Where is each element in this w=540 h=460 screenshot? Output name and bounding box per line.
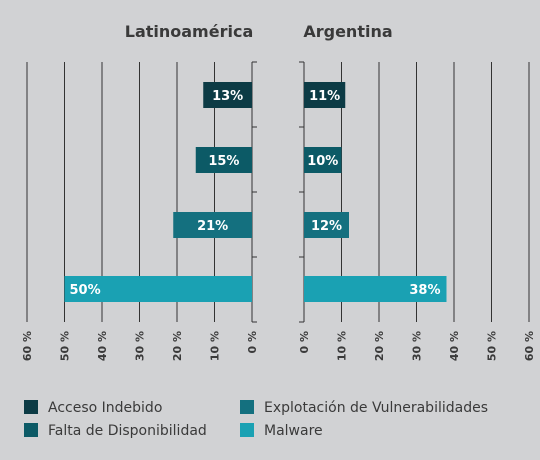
argentina-tick-label: 50 %	[486, 331, 499, 361]
latinoamerica-bar-falta-de-disponibilidad	[195, 147, 252, 173]
latinoamerica-tick-label: 40 %	[96, 331, 109, 361]
argentina-bar-malware	[304, 276, 447, 302]
latinoamerica-tick-label: 0 %	[246, 331, 259, 354]
legend-label-malware: Malware	[264, 423, 323, 439]
argentina-value-label: 38%	[409, 283, 440, 298]
latinoamerica-value-label: 21%	[197, 219, 228, 234]
argentina-bar-falta-de-disponibilidad	[304, 147, 342, 173]
legend-label-acceso-indebido: Acceso Indebido	[48, 400, 162, 416]
argentina-value-label: 12%	[311, 219, 342, 234]
argentina-tick-label: 20 %	[373, 331, 386, 361]
latinoamerica-value-label: 50%	[70, 283, 101, 298]
chart-panel-latinoamerica: 0 % 10 % 20 % 30 % 40 % 50 % 60 % 13% 15% 21% 50%	[21, 61, 259, 361]
latinoamerica-tick-label: 10 %	[209, 331, 222, 361]
legend-swatch-explotacion-de-vulnerabilidades	[240, 400, 254, 414]
legend-swatch-acceso-indebido	[24, 400, 38, 414]
panel-title-argentina: Argentina	[303, 22, 392, 41]
argentina-bar-acceso-indebido	[304, 82, 346, 108]
legend-label-explotacion-de-vulnerabilidades: Explotación de Vulnerabilidades	[264, 400, 488, 416]
latinoamerica-tick-label: 30 %	[134, 331, 147, 361]
legend-swatch-falta-de-disponibilidad	[24, 423, 38, 437]
legend-label-falta-de-disponibilidad: Falta de Disponibilidad	[48, 423, 207, 439]
argentina-tick-label: 60 %	[523, 331, 536, 361]
chart-panel-argentina: 0 % 10 % 20 % 30 % 40 % 50 % 60 % 11% 10% 12% 38%	[298, 61, 536, 361]
latinoamerica-value-label: 13%	[212, 89, 243, 104]
legend-swatch-malware	[240, 423, 254, 437]
argentina-tick-label: 40 %	[448, 331, 461, 361]
argentina-tick-label: 10 %	[336, 331, 349, 361]
argentina-tick-label: 0 %	[298, 331, 311, 354]
latinoamerica-bar-acceso-indebido	[203, 82, 252, 108]
latinoamerica-bar-explotacion-de-vulnerabilidades	[173, 212, 252, 238]
argentina-tick-label: 30 %	[411, 331, 424, 361]
latinoamerica-bar-malware	[64, 276, 252, 302]
argentina-bar-explotacion-de-vulnerabilidades	[304, 212, 349, 238]
argentina-value-label: 11%	[309, 89, 340, 104]
argentina-value-label: 10%	[307, 154, 338, 169]
panel-title-latinoamerica: Latinoamérica	[125, 22, 253, 41]
latinoamerica-tick-label: 60 %	[21, 331, 34, 361]
latinoamerica-tick-label: 20 %	[171, 331, 184, 361]
legend: Acceso Indebido Explotación de Vulnerabil…	[24, 400, 488, 439]
latinoamerica-tick-label: 50 %	[59, 331, 72, 361]
latinoamerica-value-label: 15%	[208, 154, 239, 169]
